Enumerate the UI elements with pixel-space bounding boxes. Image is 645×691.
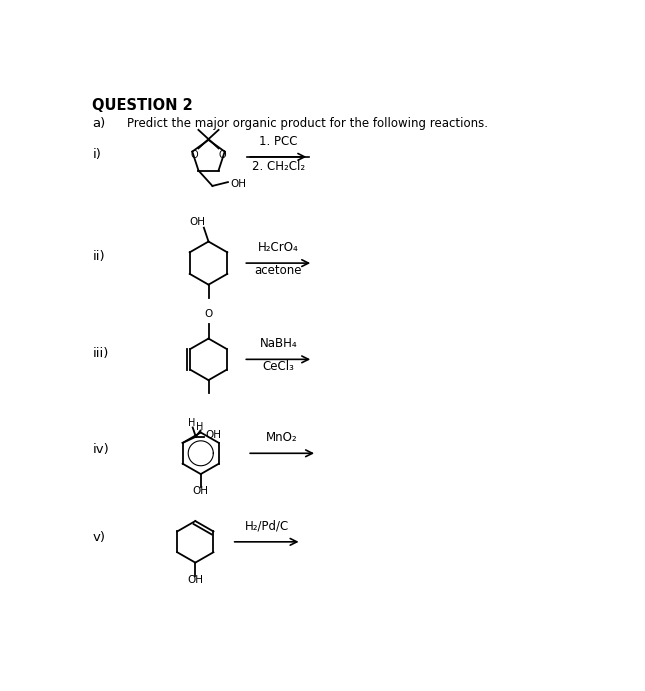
Text: acetone: acetone <box>255 264 302 277</box>
Text: MnO₂: MnO₂ <box>266 431 298 444</box>
Text: v): v) <box>92 531 105 545</box>
Text: H₂CrO₄: H₂CrO₄ <box>258 240 299 254</box>
Text: iii): iii) <box>92 347 108 360</box>
Text: i): i) <box>92 148 101 161</box>
Text: NaBH₄: NaBH₄ <box>259 337 297 350</box>
Text: O: O <box>219 150 226 160</box>
Text: 1. PCC: 1. PCC <box>259 135 297 149</box>
Text: ii): ii) <box>92 250 105 263</box>
Text: OH: OH <box>205 430 221 440</box>
Text: a): a) <box>92 117 106 130</box>
Text: O: O <box>191 150 199 160</box>
Text: Predict the major organic product for the following reactions.: Predict the major organic product for th… <box>127 117 488 130</box>
Text: CeCl₃: CeCl₃ <box>263 360 294 373</box>
Text: iv): iv) <box>92 443 109 456</box>
Text: H₂/Pd/C: H₂/Pd/C <box>244 520 289 533</box>
Text: OH: OH <box>190 216 206 227</box>
Text: 2. CH₂Cl₂: 2. CH₂Cl₂ <box>252 160 305 173</box>
Text: O: O <box>204 310 213 319</box>
Text: H: H <box>196 422 203 432</box>
Text: OH: OH <box>193 486 209 496</box>
Text: OH: OH <box>230 179 246 189</box>
Text: QUESTION 2: QUESTION 2 <box>92 97 193 113</box>
Text: OH: OH <box>187 575 203 585</box>
Text: H: H <box>188 418 195 428</box>
